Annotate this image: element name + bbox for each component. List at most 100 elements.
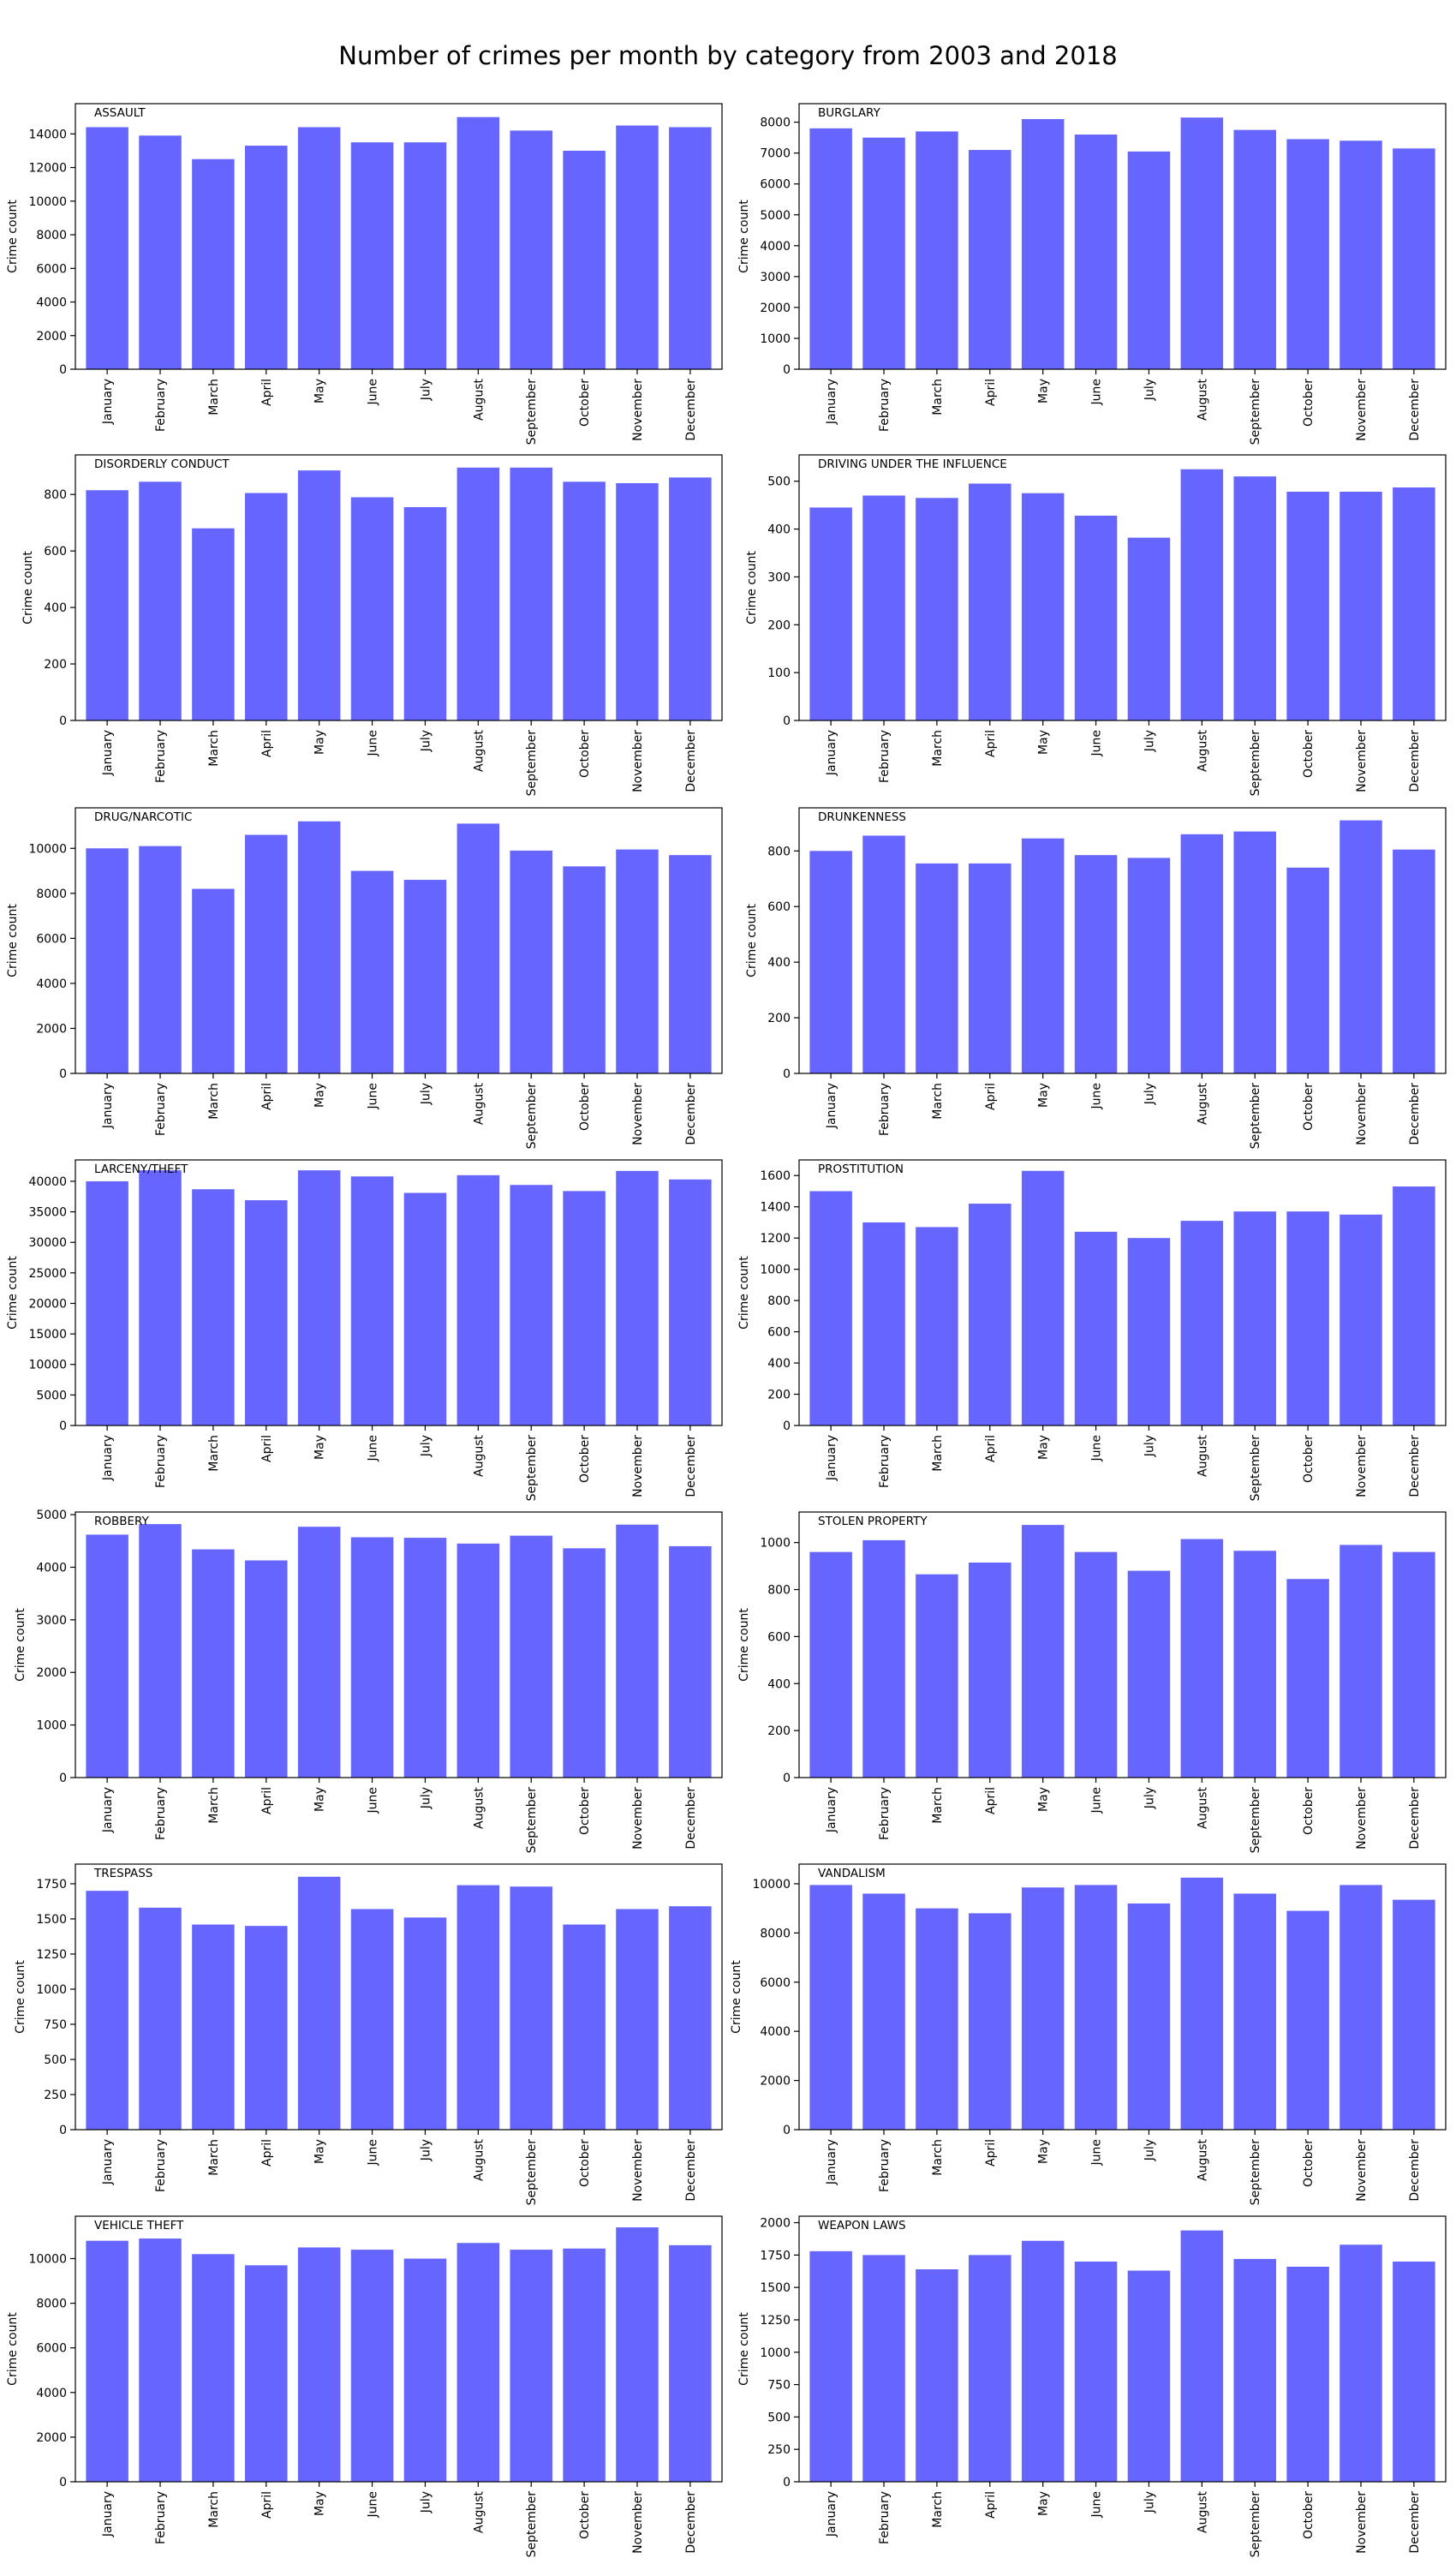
y-tick-label: 250 [767,2443,791,2457]
x-tick-label: February [878,1787,892,1840]
x-tick-label: December [1408,1435,1422,1497]
y-tick-label: 1200 [760,1232,791,1246]
y-tick-label: 0 [59,1419,67,1433]
bar-june [1074,855,1118,1073]
y-tick-label: 8000 [760,117,791,130]
bar-october [1286,492,1329,720]
bar-february [862,835,905,1073]
bar-june [350,497,394,720]
y-axis-label: Crime count [745,904,759,977]
bar-june [1074,1231,1118,1425]
bar-february [862,1222,905,1425]
x-tick-label: November [631,1435,645,1497]
x-tick-label: August [472,1082,486,1125]
y-axis-label: Crime count [737,200,751,273]
bar-february [139,135,182,369]
bar-april [969,150,1011,369]
x-tick-label: October [1302,730,1316,778]
x-tick-label: June [367,1787,380,1814]
x-tick-label: July [419,2139,433,2161]
x-tick-label: August [1196,729,1209,772]
bar-june [350,142,394,369]
x-tick-label: June [1090,1787,1104,1814]
x-tick-label: March [207,730,221,767]
bar-january [86,848,128,1073]
y-tick-label: 4000 [760,2025,791,2039]
bar-december [1393,1551,1435,1778]
y-axis-label: Crime count [737,1256,751,1330]
y-tick-label: 0 [783,714,791,728]
bar-december [669,1179,712,1425]
x-tick-label: January [101,379,115,425]
x-tick-label: September [525,1435,539,1502]
y-tick-label: 200 [767,1724,791,1738]
x-tick-label: May [313,2491,327,2516]
axes-frame [798,1511,1447,1778]
x-tick-label: March [931,2491,945,2528]
x-tick-label: November [1355,1435,1369,1497]
bar-august [456,1174,500,1425]
bar-october [563,866,606,1073]
y-tick-label: 10000 [28,842,67,856]
bar-april [245,493,288,720]
y-tick-label: 0 [783,2476,791,2489]
bar-august [1180,1877,1224,2130]
axes-frame [798,454,1447,721]
axes-frame [798,2215,1447,2483]
x-tick-label: September [1249,379,1262,445]
x-tick-label: July [1143,2491,1156,2513]
x-tick-label: September [1249,1083,1262,1150]
y-tick-label: 1600 [760,1169,791,1183]
bar-january [86,1534,128,1778]
y-tick-label: 2000 [36,1022,67,1036]
y-tick-label: 0 [783,2124,791,2137]
x-tick-label: November [1355,1787,1369,1850]
bar-december [1393,1186,1435,1425]
y-axis-label: Crime count [6,1256,20,1330]
bar-january [809,1191,852,1425]
y-tick-label: 500 [767,475,791,489]
x-tick-label: November [1355,730,1369,792]
bar-september [510,1185,552,1425]
x-tick-label: November [631,1083,645,1145]
bar-july [403,507,447,720]
bar-november [616,1909,659,2130]
y-tick-label: 800 [44,488,67,502]
x-tick-label: May [313,379,327,403]
x-tick-label: March [931,730,945,767]
bar-september [510,130,552,369]
y-tick-label: 0 [59,1067,67,1081]
x-tick-label: November [631,2491,645,2554]
y-tick-label: 800 [767,1584,791,1598]
y-tick-label: 0 [59,363,67,377]
x-tick-label: June [1090,2139,1104,2167]
y-tick-label: 600 [767,1326,791,1340]
x-tick-label: October [578,1083,592,1131]
x-tick-label: January [101,1435,115,1481]
bar-november [1340,140,1382,369]
x-tick-label: July [419,730,433,752]
bar-march [916,2269,958,2482]
x-tick-label: March [931,2139,945,2176]
chart-burglary: 0 1000 2000 3000 4000 5000 6000 7000 8000 January… [737,103,1447,445]
chart-title: ASSAULT [94,106,146,120]
axes-frame [75,1863,723,2131]
x-tick-label: July [1143,730,1156,752]
chart-title: ROBBERY [94,1515,150,1528]
axes-frame [798,807,1447,1074]
y-tick-label: 400 [767,523,791,537]
x-tick-label: October [578,2139,592,2187]
x-tick-label: December [684,2491,698,2554]
bar-december [669,1906,712,2130]
x-tick-label: February [878,1435,892,1488]
x-tick-label: June [367,2139,380,2167]
axes-frame [798,103,1447,370]
x-tick-label: March [931,1435,945,1472]
bar-april [969,2255,1011,2482]
x-tick-label: September [525,730,539,797]
x-tick-label: June [1090,1083,1104,1110]
bar-november [616,1524,659,1778]
x-tick-label: November [631,379,645,441]
x-tick-label: December [684,730,698,792]
y-tick-label: 2000 [760,302,791,315]
